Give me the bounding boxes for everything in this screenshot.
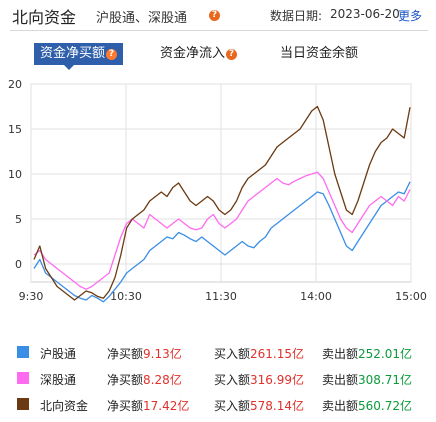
tab-net-inflow-label: 资金净流入	[160, 46, 226, 61]
legend-name: 北向资金	[40, 399, 89, 413]
buy-label: 买入额	[214, 347, 251, 361]
question-icon[interactable]: ?	[209, 10, 220, 21]
net-label: 净买额	[107, 373, 144, 387]
page-title: 北向资金	[12, 8, 77, 27]
x-tick-label: 10:30	[110, 290, 142, 303]
date-value: 2023-06-20	[330, 7, 400, 21]
active-tab-indicator	[64, 65, 74, 70]
sell-value: 252.01亿	[358, 347, 413, 361]
divider	[10, 30, 428, 31]
buy-value: 261.15亿	[250, 347, 305, 361]
y-tick-label: 5	[15, 213, 22, 226]
series-line-0	[33, 181, 411, 303]
buy-value: 316.99亿	[250, 373, 305, 387]
date-label: 数据日期:	[270, 9, 323, 23]
net-value: 17.42亿	[143, 399, 190, 413]
legend-name: 深股通	[40, 373, 77, 387]
subtitle: 沪股通、深股通	[96, 11, 188, 26]
line-chart: 0 5 10 15 20 9:30 10:30 11:30 14:00 15:00	[8, 78, 427, 303]
tab-daily-balance-label: 当日资金余额	[280, 46, 359, 61]
buy-value: 578.14亿	[250, 399, 305, 413]
sell-label: 卖出额	[322, 373, 359, 387]
x-tick-label: 15:00	[395, 290, 427, 303]
series-line-1	[33, 171, 411, 290]
y-tick-label: 15	[8, 123, 22, 136]
legend-swatch	[17, 398, 29, 410]
net-value: 8.28亿	[143, 373, 182, 387]
x-tick-label: 9:30	[19, 290, 44, 303]
tab-net-buy[interactable]: 资金净买额?	[34, 43, 124, 65]
y-tick-label: 0	[15, 258, 22, 271]
sell-label: 卖出额	[322, 399, 359, 413]
net-label: 净买额	[107, 347, 144, 361]
buy-label: 买入额	[214, 399, 251, 413]
net-label: 净买额	[107, 399, 144, 413]
legend-row: 深股通 净买额8.28亿 买入额316.99亿 卖出额308.71亿	[0, 368, 436, 390]
tab-net-buy-label: 资金净买额	[40, 46, 106, 61]
x-tick-label: 11:30	[205, 290, 237, 303]
series-line-2	[33, 105, 411, 301]
x-tick-label: 14:00	[300, 290, 332, 303]
more-link[interactable]: 更多	[398, 9, 423, 23]
sell-label: 卖出额	[322, 347, 359, 361]
legend-swatch	[17, 346, 29, 358]
y-tick-label: 20	[8, 78, 22, 91]
legend-name: 沪股通	[40, 347, 77, 361]
question-icon[interactable]: ?	[106, 49, 118, 60]
tab-daily-balance[interactable]: 当日资金余额	[280, 43, 358, 65]
sell-value: 560.72亿	[358, 399, 413, 413]
legend-swatch	[17, 372, 29, 384]
net-value: 9.13亿	[143, 347, 182, 361]
y-tick-label: 10	[8, 168, 22, 181]
legend-row: 北向资金 净买额17.42亿 买入额578.14亿 卖出额560.72亿	[0, 394, 436, 416]
buy-label: 买入额	[214, 373, 251, 387]
header: 北向资金 沪股通、深股通 ? 数据日期: 2023-06-20 更多	[0, 0, 436, 30]
question-icon[interactable]: ?	[226, 49, 238, 60]
sell-value: 308.71亿	[358, 373, 413, 387]
tab-net-inflow[interactable]: 资金净流入?	[160, 43, 238, 65]
legend-row: 沪股通 净买额9.13亿 买入额261.15亿 卖出额252.01亿	[0, 342, 436, 364]
